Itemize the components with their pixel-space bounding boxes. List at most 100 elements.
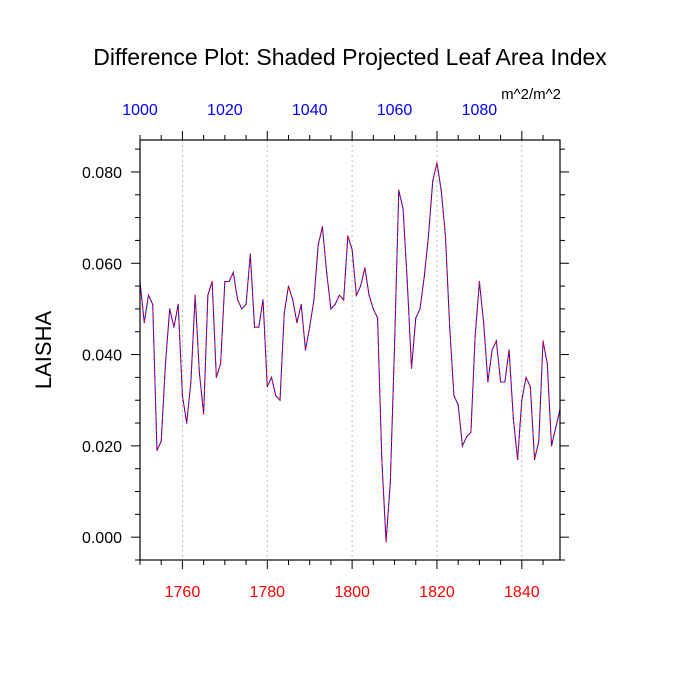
data-point <box>270 376 273 378</box>
axis-ticks: 1760 1780 1800 1820 1840 1000 1020 1040 1060 1080… <box>82 102 569 601</box>
bottom-tick-label: 1800 <box>334 584 370 601</box>
data-point <box>207 294 209 296</box>
data-point <box>410 367 413 369</box>
grid-lines <box>182 140 523 560</box>
bottom-tick-label: 1840 <box>504 584 540 601</box>
data-point <box>177 303 179 305</box>
data-point <box>516 458 519 461</box>
data-point <box>220 363 222 365</box>
plot-frame <box>139 139 561 561</box>
data-point <box>444 235 447 237</box>
data-point <box>347 235 349 237</box>
data-point <box>512 417 514 420</box>
data-point <box>245 303 247 305</box>
data-point <box>321 226 324 228</box>
data-point <box>483 322 485 324</box>
data-point <box>453 395 455 397</box>
data-point <box>143 322 145 324</box>
bottom-tick-label: 1760 <box>165 584 201 601</box>
data-point <box>487 381 489 383</box>
data-point <box>198 372 200 374</box>
data-point <box>232 271 234 273</box>
bottom-tick-label: 1780 <box>249 584 285 601</box>
data-point <box>317 244 319 246</box>
data-point <box>304 349 307 351</box>
data-point <box>457 404 459 406</box>
data-point <box>194 294 196 296</box>
data-point <box>326 271 328 273</box>
data-point <box>330 308 332 310</box>
data-point <box>343 299 345 301</box>
data-point <box>156 449 158 452</box>
data-point <box>249 253 251 255</box>
data-point <box>275 395 277 397</box>
data-point <box>376 317 379 319</box>
y-tick-label: 0.080 <box>82 165 122 182</box>
data-point <box>152 303 154 305</box>
data-point <box>529 385 531 388</box>
data-point <box>504 381 506 383</box>
data-point <box>313 299 315 301</box>
data-point <box>258 326 260 328</box>
data-point <box>555 427 557 429</box>
data-point <box>525 376 527 378</box>
data-point <box>533 458 536 461</box>
data-point <box>147 294 150 296</box>
data-point <box>393 344 396 347</box>
data-point <box>466 436 468 438</box>
data-point <box>402 207 404 210</box>
y-tick-label: 0.000 <box>82 530 122 547</box>
data-point <box>266 385 268 388</box>
data-point <box>224 280 226 283</box>
data-point <box>211 280 213 283</box>
top-tick-label: 1060 <box>377 102 413 119</box>
data-point <box>474 335 476 337</box>
data-point <box>300 303 302 305</box>
data-point <box>173 326 175 328</box>
data-point <box>406 280 408 283</box>
data-point <box>436 162 438 164</box>
data-point <box>338 294 340 296</box>
data-point <box>169 308 171 310</box>
data-point <box>478 280 480 283</box>
data-point <box>440 189 442 191</box>
data-point <box>419 308 421 310</box>
data-point <box>253 326 256 328</box>
top-tick-label: 1040 <box>292 102 328 119</box>
data-point <box>160 440 162 442</box>
data-point <box>190 381 192 383</box>
y-axis-label: LAISHA <box>31 311 56 390</box>
series-lines <box>139 162 561 543</box>
data-point <box>495 340 497 342</box>
data-point <box>415 317 417 319</box>
data-point <box>427 235 430 237</box>
units-label: m^2/m^2 <box>501 86 561 103</box>
y-tick-label: 0.020 <box>82 439 122 456</box>
data-point <box>538 440 540 442</box>
data-point <box>461 445 464 447</box>
data-point <box>283 312 285 315</box>
data-point <box>368 294 370 296</box>
y-tick-label: 0.060 <box>82 256 122 273</box>
data-point <box>491 349 493 351</box>
data-point <box>432 180 434 182</box>
data-point <box>164 363 167 365</box>
y-tick-label: 0.040 <box>82 348 122 365</box>
data-point <box>470 431 472 433</box>
data-point <box>521 399 523 401</box>
data-point <box>241 308 243 310</box>
data-point <box>360 285 362 287</box>
data-point <box>389 481 391 483</box>
data-point <box>423 276 425 278</box>
data-point <box>215 376 217 378</box>
data-point <box>262 299 264 301</box>
series-line-red <box>139 162 561 542</box>
data-point <box>203 413 205 415</box>
top-tick-label: 1000 <box>122 102 158 119</box>
data-point <box>309 326 311 328</box>
series-line-blue <box>139 162 561 542</box>
data-point <box>546 363 548 365</box>
data-point <box>181 395 184 397</box>
data-point <box>186 422 188 424</box>
